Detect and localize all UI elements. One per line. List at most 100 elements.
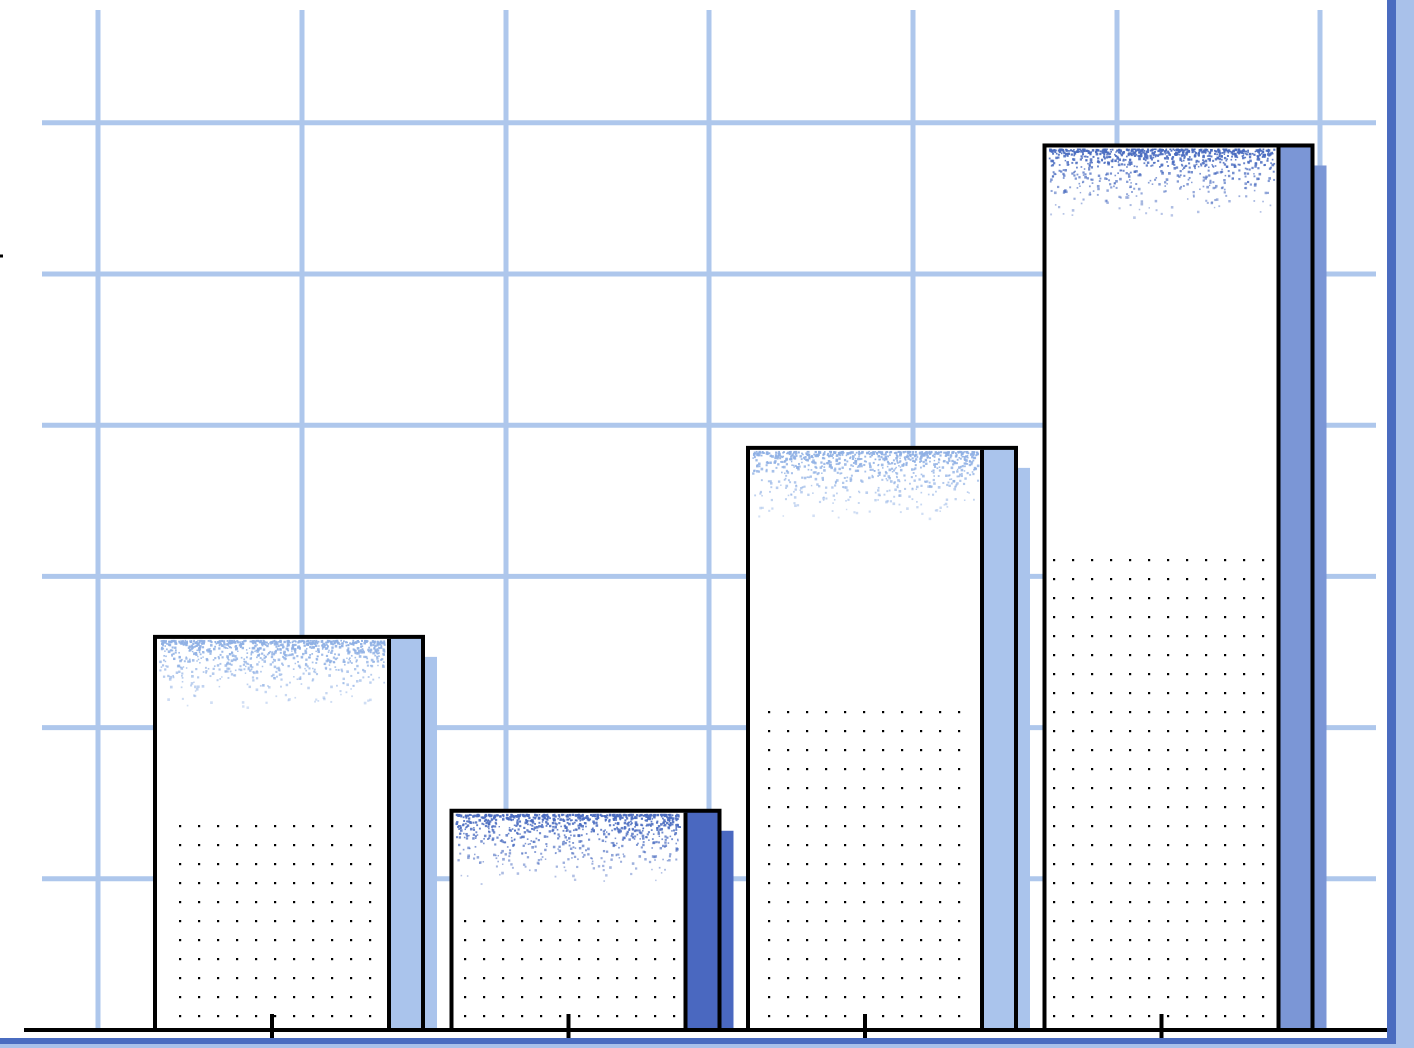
stipple-dot	[880, 452, 884, 456]
stipple-dot	[1242, 156, 1245, 160]
stipple-dot	[546, 813, 549, 816]
stipple-dot	[1266, 153, 1270, 156]
stipple-dot	[189, 640, 193, 644]
stipple-dot	[1051, 163, 1055, 167]
stipple-dot	[1120, 154, 1124, 157]
stipple-dot	[1186, 148, 1189, 151]
stipple-dot	[1114, 153, 1116, 156]
stipple-dot	[1095, 152, 1099, 156]
stipple-dot	[632, 817, 635, 820]
stipple-dot	[466, 834, 469, 838]
stipple-dot	[1128, 148, 1130, 151]
stipple-dot	[535, 825, 539, 829]
stipple-dot	[956, 458, 959, 461]
stipple-dot	[1062, 177, 1065, 179]
stipple-dot	[1111, 148, 1114, 151]
stipple-dot	[209, 648, 211, 650]
stipple-dot	[1193, 164, 1196, 168]
stipple-dot	[963, 499, 966, 502]
stipple-dot	[541, 856, 544, 858]
stipple-dot	[1157, 159, 1160, 162]
stipple-dot	[1103, 162, 1106, 164]
stipple-dot	[510, 839, 514, 842]
stipple-dot	[458, 828, 460, 830]
stipple-dot	[1266, 157, 1269, 160]
stipple-dot	[263, 642, 266, 645]
stipple-dot	[832, 494, 835, 497]
stipple-dot	[961, 472, 963, 475]
stipple-dot	[288, 698, 291, 701]
stipple-dot	[828, 450, 831, 453]
stipple-dot	[666, 859, 669, 862]
stipple-dot	[1157, 149, 1160, 153]
stipple-dot	[167, 674, 170, 678]
stipple-dot	[171, 653, 173, 656]
stipple-dot	[841, 481, 845, 485]
stipple-dot	[311, 640, 315, 643]
stipple-dot	[1266, 191, 1269, 195]
stipple-dot	[663, 819, 666, 822]
stipple-dot	[174, 651, 177, 654]
stipple-dot	[1060, 152, 1063, 155]
stipple-dot	[675, 825, 678, 828]
stipple-dot	[640, 846, 643, 849]
stipple-dot	[248, 685, 252, 689]
stipple-dot	[302, 672, 305, 675]
stipple-dot	[1115, 186, 1118, 189]
stipple-dot	[653, 813, 655, 816]
stipple-dot	[311, 679, 314, 682]
stipple-dot	[264, 690, 267, 694]
stipple-dot	[1174, 153, 1178, 156]
stipple-dot	[219, 678, 222, 680]
stipple-dot	[1261, 155, 1264, 158]
stipple-dot	[870, 454, 874, 457]
stipple-dot	[905, 455, 908, 458]
stipple-dot	[1188, 166, 1191, 169]
stipple-dot	[473, 827, 475, 829]
stipple-dot	[352, 685, 354, 687]
stipple-dot	[160, 640, 162, 642]
stipple-dot	[1262, 151, 1265, 153]
stipple-dot	[522, 835, 525, 839]
stipple-dot	[922, 474, 925, 478]
stipple-dot	[872, 461, 875, 464]
stipple-dot	[911, 487, 914, 490]
stipple-dot	[672, 829, 676, 832]
stipple-dot	[348, 657, 351, 660]
stipple-dot	[1186, 154, 1188, 156]
stipple-dot	[578, 816, 581, 819]
stipple-dot	[920, 455, 923, 459]
stipple-dot	[1092, 190, 1095, 192]
stipple-dot	[336, 684, 338, 687]
stipple-dot	[1208, 174, 1211, 177]
stipple-dot	[1223, 181, 1226, 185]
stipple-dot	[955, 462, 958, 465]
stipple-dot	[243, 668, 246, 671]
stipple-dot	[603, 880, 606, 882]
stipple-dot	[194, 690, 197, 692]
stipple-dot	[159, 669, 162, 672]
stipple-dot	[795, 455, 798, 457]
stipple-dot	[630, 823, 632, 826]
stipple-dot	[1175, 148, 1177, 151]
stipple-dot	[651, 818, 654, 820]
stipple-dot	[1123, 163, 1126, 166]
stipple-dot	[1057, 185, 1060, 189]
stipple-dot	[638, 831, 642, 834]
stipple-dot	[308, 667, 311, 670]
stipple-dot	[882, 457, 885, 461]
stipple-dot	[1113, 185, 1115, 188]
stipple-dot	[1135, 153, 1138, 156]
stipple-dot	[294, 696, 297, 699]
stipple-dot	[885, 472, 888, 475]
stipple-dot	[372, 644, 375, 647]
stipple-dot	[657, 832, 660, 835]
stipple-dot	[195, 641, 198, 644]
stipple-dot	[338, 646, 342, 649]
stipple-dot	[611, 813, 615, 817]
stipple-dot	[1188, 162, 1191, 165]
stipple-dot	[372, 678, 375, 681]
stipple-dot	[1078, 182, 1081, 185]
stipple-dot	[519, 836, 522, 839]
stipple-dot	[1204, 152, 1207, 154]
